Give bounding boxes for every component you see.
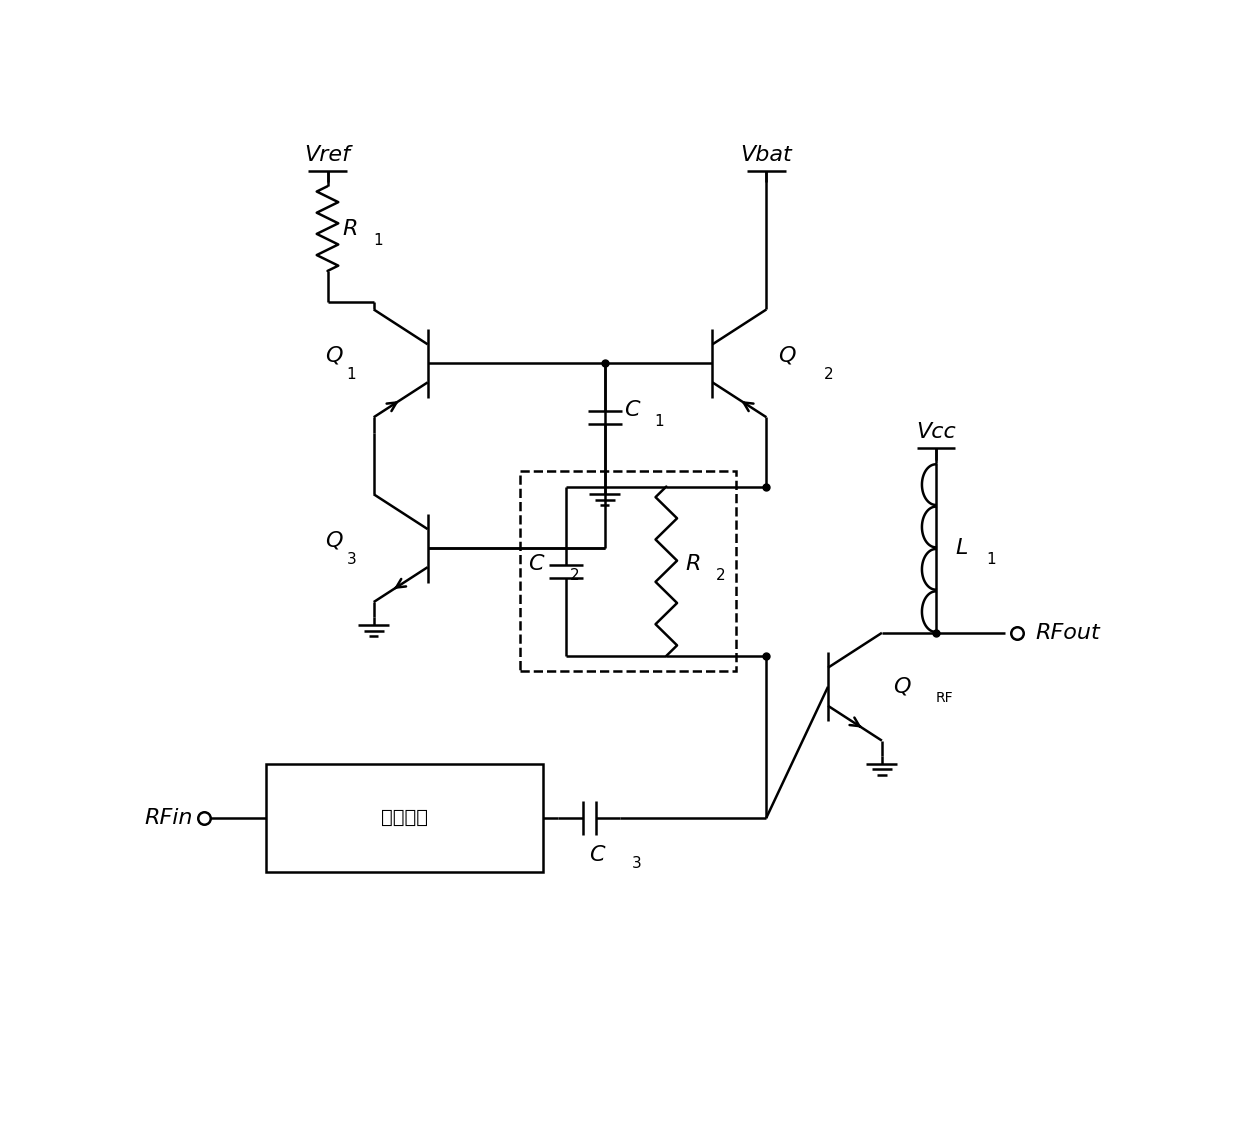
Text: L: L — [955, 538, 967, 558]
Text: RFin: RFin — [144, 808, 192, 827]
Text: RF: RF — [936, 691, 954, 705]
Text: Vbat: Vbat — [740, 144, 792, 165]
Text: Q: Q — [894, 676, 911, 697]
Text: 3: 3 — [631, 856, 641, 872]
Bar — [265, 764, 543, 872]
Text: Q: Q — [325, 530, 343, 550]
Text: C: C — [589, 844, 605, 865]
Text: C: C — [624, 400, 640, 420]
Text: 1: 1 — [347, 368, 356, 382]
Text: RFout: RFout — [1035, 623, 1101, 642]
Text: Q: Q — [777, 346, 795, 365]
Text: R: R — [343, 219, 358, 238]
Text: 1: 1 — [655, 413, 665, 429]
Text: 2: 2 — [570, 568, 579, 582]
Text: Vcc: Vcc — [916, 422, 956, 442]
Text: C: C — [527, 554, 543, 573]
Text: 1: 1 — [986, 553, 996, 568]
Text: 匹配电路: 匹配电路 — [381, 808, 428, 827]
Text: Q: Q — [325, 346, 343, 365]
Text: 3: 3 — [347, 553, 357, 568]
Bar — [520, 471, 735, 671]
Text: 2: 2 — [717, 568, 725, 582]
Text: R: R — [686, 554, 701, 573]
Text: Vref: Vref — [305, 144, 351, 165]
Text: 2: 2 — [825, 368, 833, 382]
Text: 1: 1 — [373, 233, 383, 247]
